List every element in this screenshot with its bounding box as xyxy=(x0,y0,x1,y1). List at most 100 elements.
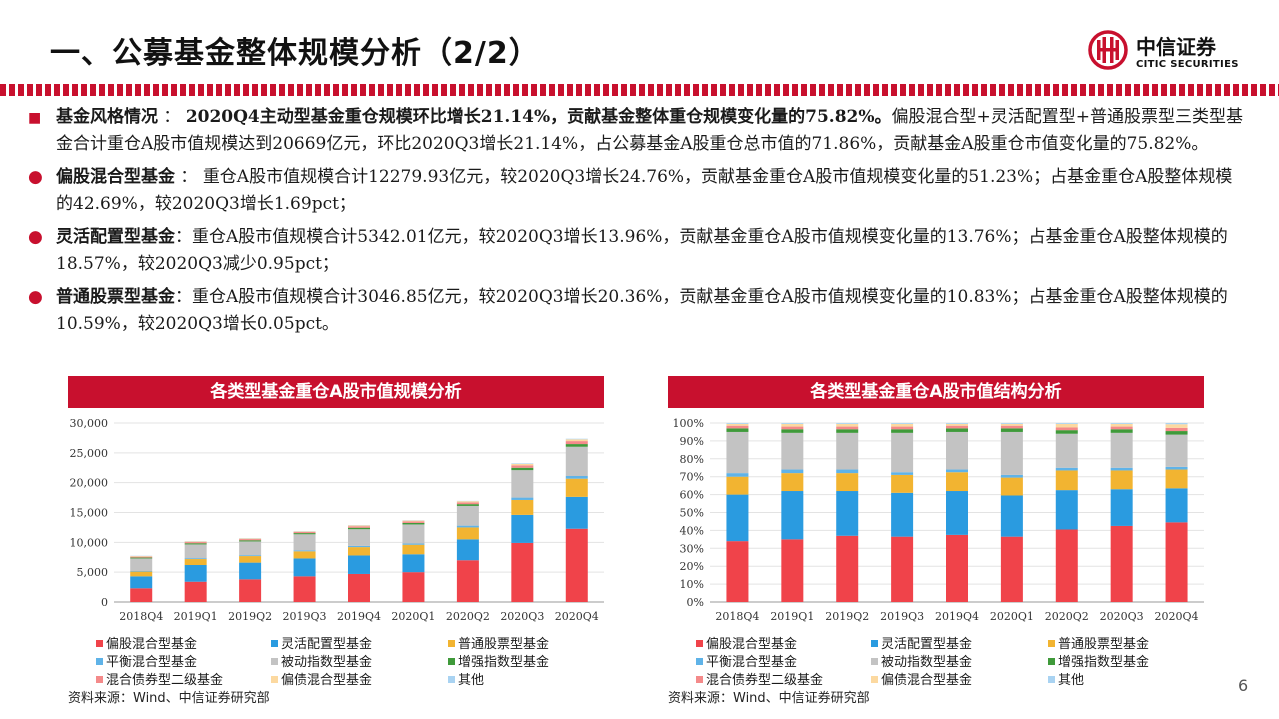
bar-segment xyxy=(1055,529,1078,602)
bar-segment xyxy=(239,562,262,580)
bullet-text: 重仓A股市值规模合计12279.93亿元，较2020Q3增长24.76%，贡献基… xyxy=(56,167,1233,214)
bar-segment xyxy=(184,543,207,545)
bar-segment xyxy=(1110,489,1133,526)
y-tick-label: 70% xyxy=(680,471,704,484)
bar-segment xyxy=(781,539,804,602)
bar-segment xyxy=(239,556,262,563)
bar-segment xyxy=(456,539,479,561)
legend-swatch xyxy=(1048,658,1055,665)
logo-text-cn: 中信证券 xyxy=(1136,35,1216,59)
bullet-separator: ： xyxy=(175,287,192,307)
bar-segment xyxy=(1110,467,1133,471)
legend-item: 普通股票型基金 xyxy=(1048,633,1149,652)
bar-segment xyxy=(891,472,914,475)
y-tick-label: 60% xyxy=(680,489,704,502)
bar-segment xyxy=(836,473,859,492)
bullet-bold-summary: 2020Q4主动型基金重仓规模环比增长21.14%，贡献基金整体重仓规模变化量的… xyxy=(185,107,892,127)
x-tick-label: 2019Q1 xyxy=(174,610,218,623)
legend-swatch xyxy=(448,658,455,665)
legend-swatch xyxy=(271,676,278,683)
bar-segment xyxy=(348,545,370,548)
bar-segment xyxy=(781,429,804,433)
bullet-list: ■ 基金风格情况 ： 2020Q4主动型基金重仓规模环比增长21.14%，贡献基… xyxy=(28,104,1248,344)
bar-segment xyxy=(565,475,588,479)
legend-item: 其他 xyxy=(1048,669,1084,688)
legend-swatch xyxy=(1048,640,1055,647)
bar-segment xyxy=(239,555,262,557)
legend-swatch xyxy=(696,658,703,665)
legend-item: 平衡混合型基金 xyxy=(96,651,197,670)
legend-swatch xyxy=(96,676,103,683)
bar-segment xyxy=(293,531,316,532)
bar-segment xyxy=(1110,423,1133,424)
x-tick-label: 2019Q2 xyxy=(825,610,869,623)
bar-segment xyxy=(456,501,479,503)
bar-segment xyxy=(184,544,207,559)
legend-item: 其他 xyxy=(448,669,484,688)
bar-segment xyxy=(511,467,534,471)
bullet-heading: 基金风格情况 xyxy=(56,107,158,127)
legend-swatch xyxy=(448,676,455,683)
bar-segment xyxy=(781,473,804,492)
bar-segment xyxy=(293,550,316,552)
bar-segment xyxy=(946,423,968,424)
legend-label: 混合债券型二级基金 xyxy=(706,673,824,688)
bar-segment xyxy=(1165,431,1188,435)
bar-segment xyxy=(781,491,804,540)
bar-segment xyxy=(130,576,153,589)
bar-segment xyxy=(511,470,534,498)
bar-segment xyxy=(402,572,425,602)
bar-segment xyxy=(891,429,914,433)
bar-segment xyxy=(565,478,588,497)
bar-segment xyxy=(565,446,588,476)
bar-segment xyxy=(402,554,425,573)
bar-segment xyxy=(348,547,370,556)
y-tick-label: 0 xyxy=(101,596,108,609)
bar-segment xyxy=(726,423,749,426)
legend-label: 普通股票型基金 xyxy=(1058,637,1150,652)
y-tick-label: 30,000 xyxy=(70,417,109,430)
legend-swatch xyxy=(1048,676,1055,683)
bar-segment xyxy=(1000,423,1023,426)
bullet-heading: 普通股票型基金 xyxy=(56,287,175,307)
source-note: 资料来源：Wind、中信证券研究部 xyxy=(68,691,270,706)
bar-segment xyxy=(565,439,588,442)
bar-segment xyxy=(891,426,914,430)
bar-segment xyxy=(239,539,262,541)
legend-item: 平衡混合型基金 xyxy=(696,651,797,670)
y-tick-label: 5,000 xyxy=(77,566,109,579)
bar-segment xyxy=(726,431,749,474)
legend-label: 灵活配置型基金 xyxy=(281,637,373,652)
bar-segment xyxy=(1055,490,1078,530)
bar-segment xyxy=(726,473,749,477)
bar-segment xyxy=(891,536,914,602)
legend-item: 增强指数型基金 xyxy=(448,651,549,670)
x-tick-label: 2019Q3 xyxy=(880,610,924,623)
legend-swatch xyxy=(871,658,878,665)
bar-segment xyxy=(293,531,316,534)
bar-segment xyxy=(891,474,914,493)
round-bullet-icon: ● xyxy=(28,167,43,187)
bar-segment xyxy=(184,558,207,560)
bar-segment xyxy=(946,423,968,426)
legend-swatch xyxy=(696,676,703,683)
bar-segment xyxy=(239,540,262,542)
y-tick-label: 90% xyxy=(680,435,704,448)
source-note: 资料来源：Wind、中信证券研究部 xyxy=(668,691,870,706)
y-tick-label: 20% xyxy=(680,560,704,573)
bar-segment xyxy=(565,438,588,440)
legend-swatch xyxy=(271,658,278,665)
bar-segment xyxy=(1055,470,1078,491)
y-tick-label: 20,000 xyxy=(70,477,109,490)
x-tick-label: 2019Q4 xyxy=(935,610,979,623)
legend-label: 偏债混合型基金 xyxy=(281,673,373,688)
bar-segment xyxy=(1000,536,1023,602)
page-number: 6 xyxy=(1238,676,1249,695)
bar-segment xyxy=(946,491,968,535)
legend-swatch xyxy=(96,658,103,665)
legend-label: 灵活配置型基金 xyxy=(881,637,973,652)
bullet-separator: ： xyxy=(158,107,186,127)
legend-item: 混合债券型二级基金 xyxy=(96,669,223,688)
bar-segment xyxy=(402,520,425,522)
y-tick-label: 15,000 xyxy=(70,507,109,520)
